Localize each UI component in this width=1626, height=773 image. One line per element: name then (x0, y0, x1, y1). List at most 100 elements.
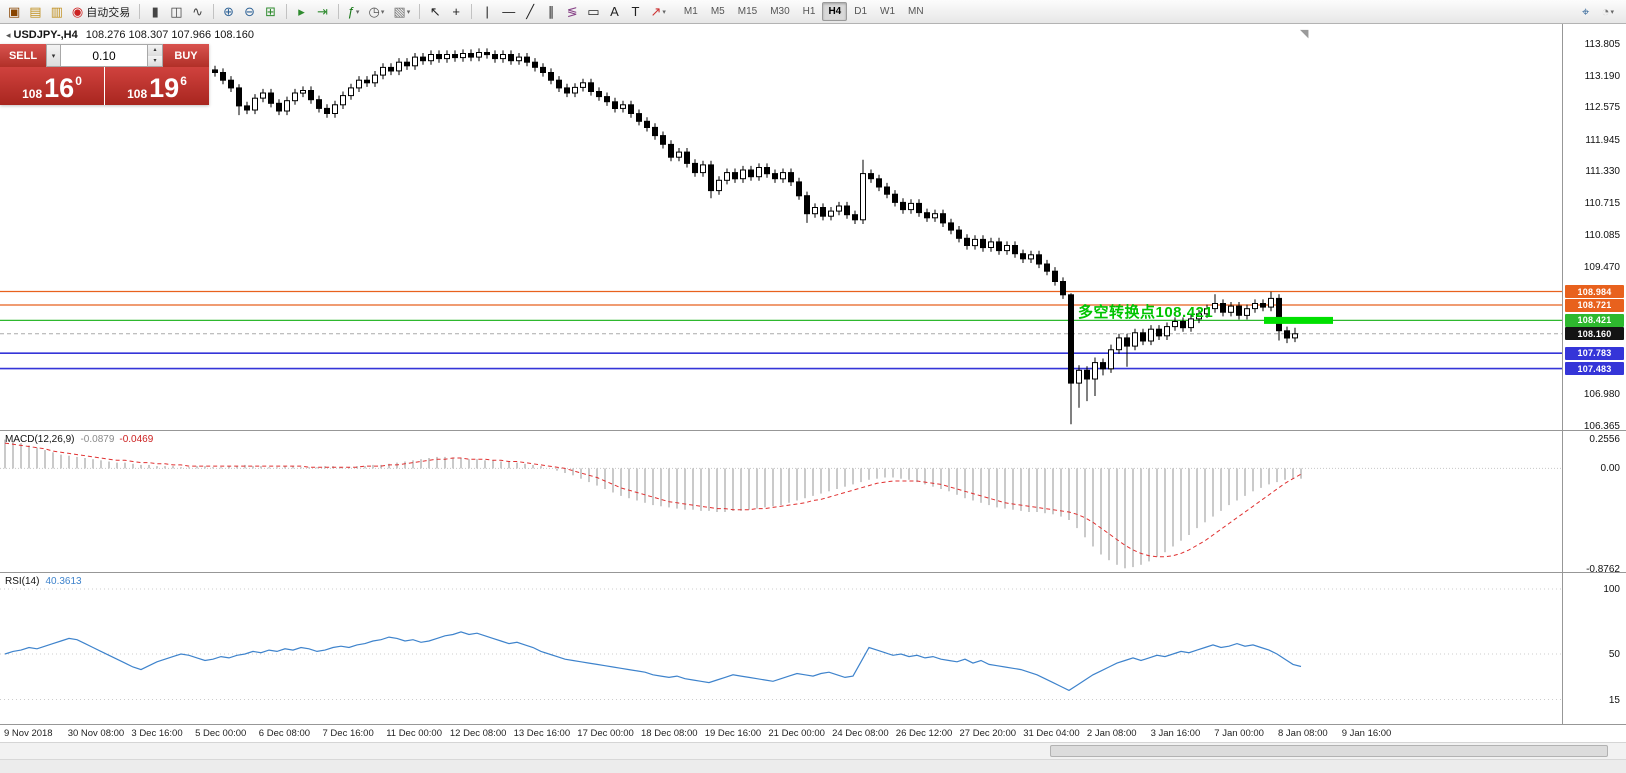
quick-nav-icon[interactable]: ◔ ▾ (1598, 2, 1618, 22)
sell-price-handle: 108 (22, 87, 43, 101)
rsi-axis-label: 15 (1608, 694, 1620, 706)
candlestick-chart[interactable] (0, 24, 1562, 435)
search-icon-glyph: ⌖ (1581, 3, 1590, 19)
chart-title: ◂ USDJPY-,H4 108.276 108.307 107.966 108.1… (6, 29, 254, 41)
toolbar-separator (212, 4, 214, 19)
rsi-value: 40.3613 (45, 576, 82, 587)
vertical-line-icon-glyph: | (485, 4, 489, 19)
templates-icon[interactable]: ▧ ▾ (389, 2, 414, 22)
timeframe-m30[interactable]: M30 (770, 6, 790, 17)
timeframe-m15[interactable]: M15 (737, 6, 758, 17)
time-axis-label: 26 Dec 12:00 (895, 728, 953, 739)
line-chart-icon[interactable]: ∿ (188, 2, 208, 22)
time-axis-label: 18 Dec 08:00 (641, 728, 698, 739)
timeframe-bar: M1 M5 M15 M30 H1 H4 D1 W1 MN (678, 2, 930, 21)
sell-button[interactable]: SELL (0, 44, 46, 67)
auto-scroll-icon[interactable]: ▸ (292, 2, 312, 22)
periods-icon[interactable]: ◷ ▾ (365, 2, 389, 22)
macd-axis-label: -0.8762 (1586, 564, 1620, 575)
horizontal-line-icon[interactable]: — (498, 2, 519, 22)
terminal-icon[interactable]: ▣ (4, 2, 24, 22)
search-icon[interactable]: ⌖ (1576, 2, 1596, 22)
chart-annotation-text[interactable]: 多空转换点108.421 (1078, 304, 1214, 322)
sell-price-display[interactable]: 108 16 0 (0, 67, 104, 105)
cursor-icon[interactable]: ↖ (425, 2, 445, 22)
macd-axis-label: 0.2556 (1589, 434, 1620, 445)
shapes-icon[interactable]: ▭ (583, 2, 603, 22)
macd-panel[interactable]: MACD(12,26,9) -0.0879 -0.0469 0.2556 0.00 -0… (0, 430, 1626, 575)
toolbar-separator (337, 4, 339, 19)
chevron-down-icon: ▾ (406, 8, 411, 16)
price-tag: 108.984 (1565, 285, 1624, 299)
text-icon[interactable]: A (605, 2, 625, 22)
zoom-out-icon-glyph: ⊖ (244, 3, 255, 19)
bar-chart-icon[interactable]: ▮ (145, 2, 165, 22)
profiles-icon[interactable]: ▥ (47, 2, 67, 22)
shapes-icon-glyph: ▭ (587, 3, 600, 19)
timeframe-m1[interactable]: M1 (683, 6, 698, 17)
periods-icon-glyph: ◷ (368, 3, 380, 19)
lot-dropdown-button[interactable]: ▾ (46, 44, 61, 67)
zoom-in-icon[interactable]: ⊕ (219, 2, 239, 22)
time-axis-label: 17 Dec 00:00 (577, 728, 634, 739)
channel-icon[interactable]: ∥ (541, 2, 561, 22)
lot-down-icon[interactable]: ▾ (148, 55, 162, 66)
time-axis-label: 19 Dec 16:00 (704, 728, 762, 739)
timeframe-m5[interactable]: M5 (710, 6, 725, 17)
lot-stepper[interactable]: ▴ ▾ (148, 44, 163, 67)
zoom-out-icon[interactable]: ⊖ (240, 2, 260, 22)
new-chart-icon[interactable]: ▤ (25, 2, 45, 22)
time-axis-label: 27 Dec 20:00 (959, 728, 1017, 739)
buy-price-pips: 19 (149, 73, 180, 103)
bottom-strip (0, 759, 1626, 773)
price-axis-label: 110.085 (1584, 230, 1620, 241)
time-axis-label: 5 Dec 00:00 (195, 728, 247, 739)
arrows-icon[interactable]: ↗ ▾ (647, 2, 670, 22)
quick-nav-icon-glyph: ◔ (1601, 4, 1610, 19)
scrollbar-thumb[interactable] (1050, 745, 1608, 757)
lot-size-input[interactable]: 0.10 (61, 44, 148, 67)
timeframe-d1[interactable]: D1 (854, 6, 868, 17)
crosshair-icon[interactable]: + (446, 2, 466, 22)
time-axis: 9 Nov 2018 30 Nov 08:00 3 Dec 16:00 5 Dec 0… (0, 724, 1626, 742)
trendline-icon[interactable]: ╱ (520, 2, 540, 22)
buy-button[interactable]: BUY (163, 44, 209, 67)
templates-icon-glyph: ▧ (393, 3, 406, 19)
chart-shift-icon[interactable]: ⇥ (313, 2, 333, 22)
main-chart-panel[interactable]: ◂ USDJPY-,H4 108.276 108.307 107.966 108.1… (0, 24, 1626, 432)
indicators-icon[interactable]: ƒ ▾ (344, 2, 364, 22)
time-axis-label: 9 Nov 2018 (4, 728, 53, 739)
toolbar: ▣ ▤ ▥ ◉ 自动交易 ▮ ◫ ∿ ⊕ ⊖ ⊞ ▸ ⇥ ƒ ▾ ◷ ▾ ▧ ▾ ↖ + | — ╱ ∥ ≶ ▭ A T ↗ ▾ M1 M5 M… (0, 0, 1626, 24)
label-icon[interactable]: T (626, 2, 646, 22)
timeframe-w1[interactable]: W1 (880, 6, 896, 17)
scroll-to-end-icon[interactable]: ◥ (1300, 28, 1309, 40)
autotrading-button[interactable]: ◉ 自动交易 (68, 2, 134, 22)
tile-windows-icon[interactable]: ⊞ (261, 2, 281, 22)
toolbar-separator (471, 4, 473, 19)
rsi-chart (0, 573, 1562, 730)
timeframe-h4[interactable]: H4 (822, 2, 848, 21)
rsi-panel[interactable]: RSI(14) 40.3613 100 50 15 (0, 572, 1626, 724)
macd-main-value: -0.0879 (80, 434, 115, 445)
price-axis[interactable]: 113.805 113.190 112.575 111.945 111.330 110.7… (1562, 24, 1626, 432)
collapse-icon[interactable]: ◂ (6, 30, 11, 40)
timeframe-h1[interactable]: H1 (802, 6, 816, 17)
fibonacci-icon[interactable]: ≶ (562, 2, 582, 22)
macd-label: MACD(12,26,9) -0.0879 -0.0469 (5, 434, 153, 445)
toolbar-separator (139, 4, 141, 19)
lot-up-icon[interactable]: ▴ (148, 45, 162, 56)
buy-price-display[interactable]: 108 19 6 (105, 67, 209, 105)
vertical-line-icon[interactable]: | (477, 2, 497, 22)
macd-axis: 0.2556 0.00 -0.8762 (1562, 431, 1626, 575)
macd-chart (0, 431, 1562, 578)
tile-windows-icon-glyph: ⊞ (265, 3, 276, 19)
candlestick-chart-icon[interactable]: ◫ (166, 2, 186, 22)
price-axis-label: 111.330 (1585, 166, 1620, 178)
crosshair-icon-glyph: + (452, 4, 460, 19)
price-axis-label: 112.575 (1584, 102, 1620, 114)
price-axis-label: 106.980 (1583, 389, 1620, 401)
horizontal-scrollbar[interactable] (0, 742, 1626, 759)
price-axis-label: 106.365 (1583, 421, 1620, 432)
new-chart-icon-glyph: ▤ (29, 3, 42, 19)
timeframe-mn[interactable]: MN (908, 6, 924, 17)
